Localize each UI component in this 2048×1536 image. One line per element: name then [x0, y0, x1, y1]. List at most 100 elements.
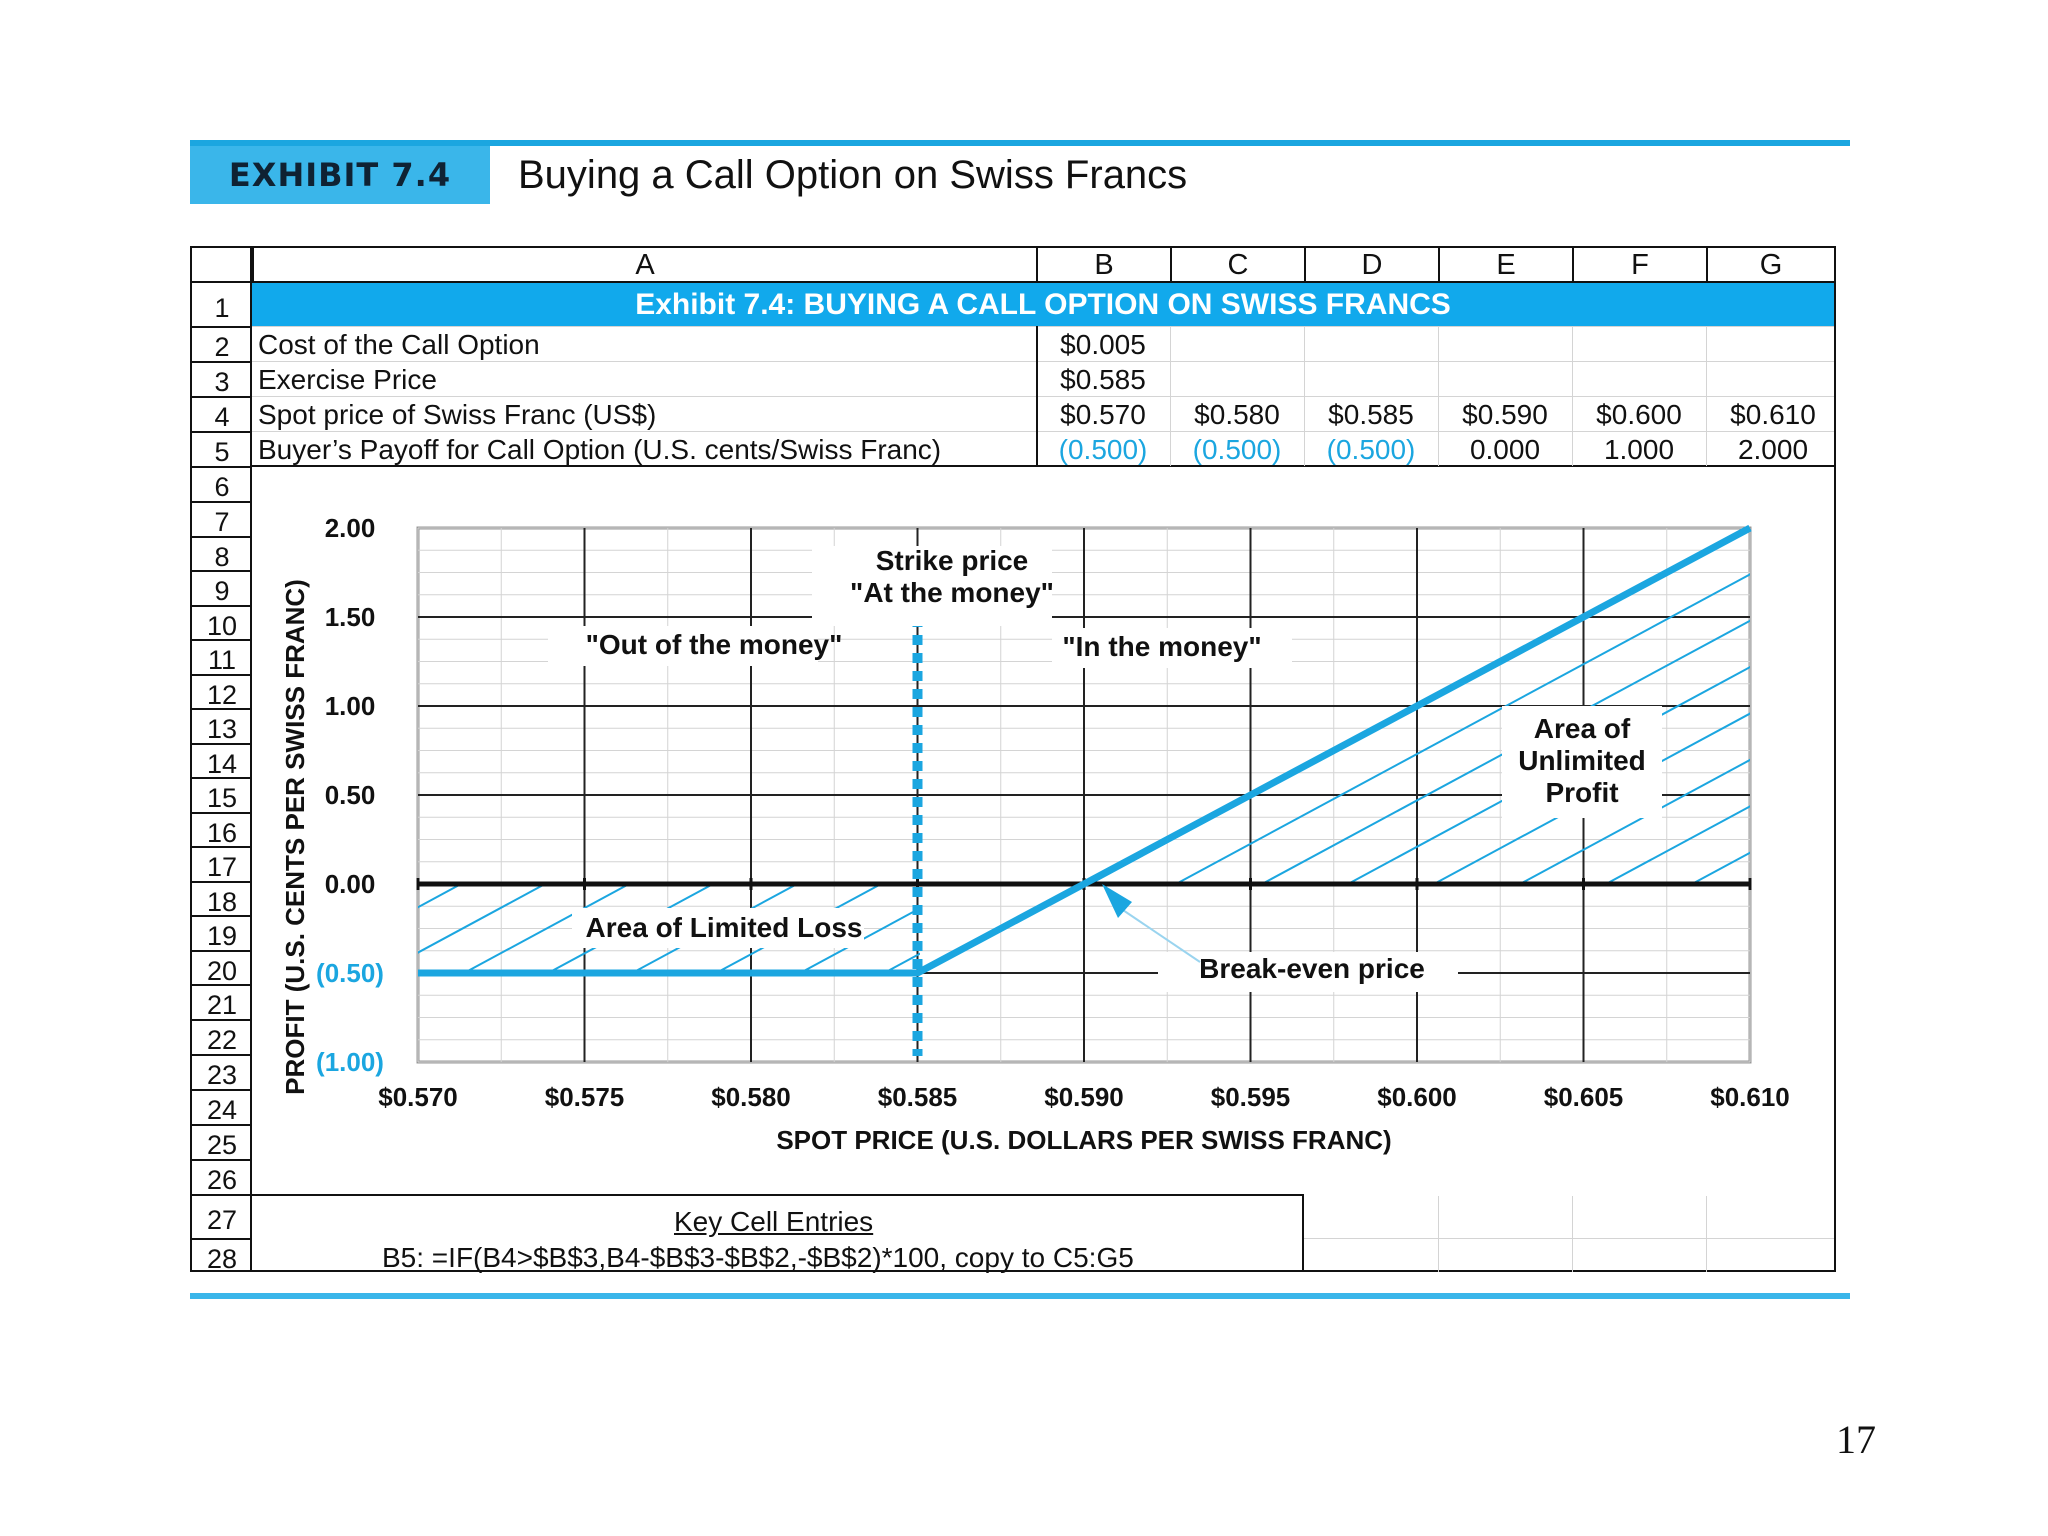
row-number[interactable]: 12: [206, 680, 238, 710]
y-tick-label: 0.50: [325, 780, 376, 810]
row-number[interactable]: 7: [214, 507, 230, 537]
payoff-line: [418, 524, 1752, 977]
cell-g4[interactable]: $0.610: [1730, 399, 1816, 430]
row-number[interactable]: 18: [206, 887, 238, 917]
exhibit-title: Buying a Call Option on Swiss Francs: [518, 153, 1188, 197]
row-number[interactable]: 3: [214, 367, 230, 397]
label-buyer-payoff[interactable]: Buyer’s Payoff for Call Option (U.S. cen…: [258, 434, 942, 465]
row-number[interactable]: 17: [206, 852, 238, 882]
out-of-money-bg: [548, 626, 818, 666]
hatch-line: [1778, 528, 1834, 884]
label-cost-of-call[interactable]: Cost of the Call Option: [258, 329, 540, 360]
row-number[interactable]: 28: [206, 1244, 238, 1274]
col-header-b[interactable]: B: [1036, 248, 1170, 282]
cell-b4[interactable]: $0.570: [1060, 399, 1146, 430]
key-box-top: [252, 1194, 1304, 1196]
cell-d5[interactable]: (0.500): [1326, 434, 1416, 465]
row-number[interactable]: 9: [214, 576, 230, 606]
y-tick-label: (0.50): [316, 958, 384, 988]
y-tick-label: 0.00: [325, 869, 376, 899]
col-header-e[interactable]: E: [1438, 248, 1572, 282]
cell-b3[interactable]: $0.585: [1060, 364, 1146, 395]
hatch-line: [801, 884, 920, 972]
row-number[interactable]: 16: [206, 818, 238, 848]
row-number[interactable]: 13: [206, 714, 238, 744]
banner-bottom-rule: [190, 1293, 1850, 1299]
break-even-bg: [1158, 952, 1458, 992]
row-number-divider: [190, 743, 250, 745]
cell-e4[interactable]: $0.590: [1462, 399, 1548, 430]
row-number[interactable]: 26: [206, 1165, 238, 1195]
hatch-line: [1347, 528, 1750, 884]
row-number[interactable]: 1: [214, 293, 230, 323]
row-number[interactable]: 23: [206, 1060, 238, 1090]
y-tick-label: 1.00: [325, 691, 376, 721]
col-header-c[interactable]: C: [1170, 248, 1304, 282]
row-number[interactable]: 24: [206, 1095, 238, 1125]
exhibit-label: EXHIBIT 7.4: [190, 146, 490, 204]
cell-g5[interactable]: 2.000: [1737, 434, 1809, 465]
key-cell-formula[interactable]: B5: =IF(B4>$B$3,B4-$B$3-$B$2,-$B$2)*100,…: [382, 1242, 1134, 1273]
row-number[interactable]: 4: [214, 402, 230, 432]
row-number[interactable]: 2: [214, 332, 230, 362]
row-number-divider: [190, 466, 250, 468]
row-number[interactable]: 21: [206, 990, 238, 1020]
row-number-divider: [250, 246, 252, 1272]
row-number-divider: [190, 674, 250, 676]
grid-line: [1572, 1196, 1573, 1272]
row-number-divider: [190, 1238, 250, 1240]
cell-f5[interactable]: 1.000: [1603, 434, 1675, 465]
row-number-divider: [190, 326, 250, 328]
banner-top-rule: [190, 140, 1850, 146]
in-money-bg: [1052, 628, 1292, 668]
strike-label-bg: [812, 546, 1052, 626]
hatch-line: [418, 884, 462, 972]
chart-annotations: Strike price "At the money" "Out of the …: [548, 545, 1662, 992]
row-number[interactable]: 27: [206, 1205, 238, 1235]
row-number[interactable]: 6: [214, 472, 230, 502]
col-header-d[interactable]: D: [1304, 248, 1438, 282]
row-number-divider: [190, 1019, 250, 1021]
key-cell-entries-title[interactable]: Key Cell Entries: [674, 1206, 874, 1237]
cell-e5[interactable]: 0.000: [1469, 434, 1541, 465]
cell-d4[interactable]: $0.585: [1328, 399, 1414, 430]
col-header-f[interactable]: F: [1572, 248, 1706, 282]
hatch-line: [465, 884, 630, 972]
row-number[interactable]: 25: [206, 1130, 238, 1160]
label-spot-price[interactable]: Spot price of Swiss Franc (US$): [258, 399, 657, 430]
hatch-line: [1605, 528, 1750, 884]
sheet-title-row[interactable]: Exhibit 7.4: BUYING A CALL OPTION ON SWI…: [252, 283, 1834, 326]
row-number[interactable]: 19: [206, 921, 238, 951]
row-number[interactable]: 15: [206, 783, 238, 813]
cell-f4[interactable]: $0.600: [1596, 399, 1682, 430]
key-box-right: [1302, 1194, 1304, 1272]
row-number[interactable]: 22: [206, 1025, 238, 1055]
spreadsheet: [190, 246, 1836, 1272]
cell-c5[interactable]: (0.500): [1192, 434, 1282, 465]
grid-line: [252, 326, 1834, 327]
cell-c4[interactable]: $0.580: [1194, 399, 1280, 430]
x-tick-label: $0.580: [711, 1082, 791, 1112]
unlimited-profit-line1: Area of: [1534, 713, 1631, 744]
chart-series: [418, 524, 1752, 1056]
row-number[interactable]: 8: [214, 542, 230, 572]
row-number-divider: [190, 1159, 250, 1161]
label-exercise-price[interactable]: Exercise Price: [258, 364, 437, 395]
x-tick-label: $0.600: [1377, 1082, 1457, 1112]
row-number[interactable]: 10: [206, 611, 238, 641]
row-number[interactable]: 5: [214, 437, 230, 467]
row-number[interactable]: 14: [206, 749, 238, 779]
x-tick-label: $0.570: [378, 1082, 458, 1112]
row-number[interactable]: 11: [207, 645, 237, 675]
row-number-divider: [190, 501, 250, 503]
grid-line: [1170, 326, 1171, 466]
x-tick-label: $0.585: [878, 1082, 958, 1112]
limited-loss-bg: [572, 908, 864, 948]
cell-b5[interactable]: (0.500): [1058, 434, 1148, 465]
cell-b2[interactable]: $0.005: [1060, 329, 1146, 360]
hatch-line: [1433, 528, 1750, 884]
col-header-g[interactable]: G: [1706, 248, 1834, 282]
col-header-a[interactable]: A: [252, 248, 1036, 282]
grid-line: [252, 431, 1834, 432]
row-number[interactable]: 20: [206, 956, 238, 986]
